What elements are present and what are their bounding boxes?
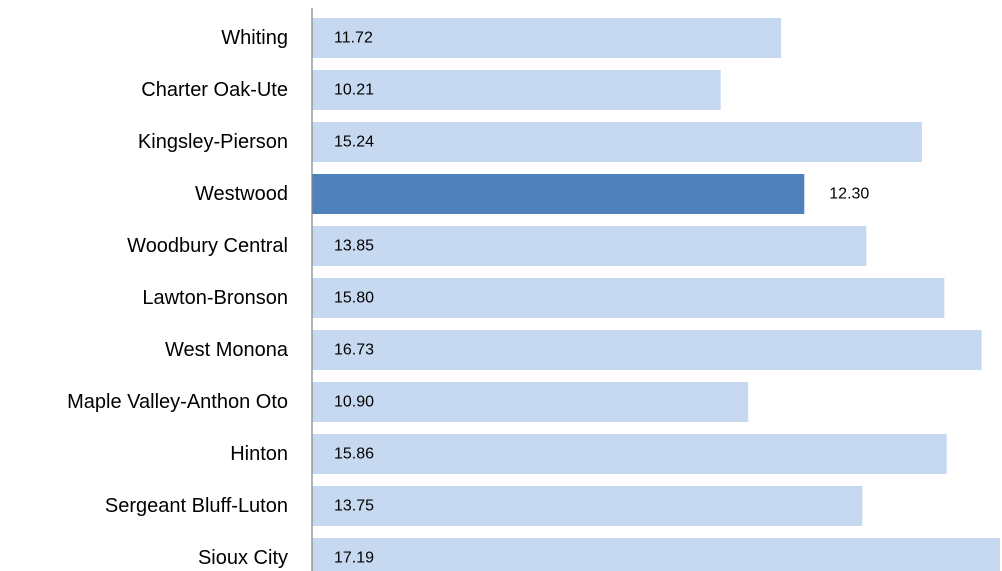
data-label: 10.21	[334, 82, 374, 99]
category-label: West Monona	[165, 339, 289, 361]
category-label: Woodbury Central	[127, 235, 288, 257]
bar-hinton	[312, 434, 947, 474]
category-label: Sergeant Bluff-Luton	[105, 495, 288, 517]
category-label: Hinton	[230, 443, 288, 465]
data-label: 15.24	[334, 134, 374, 151]
bars-group	[312, 18, 1000, 571]
bar-sioux-city	[312, 538, 1000, 571]
category-label: Whiting	[221, 27, 288, 49]
category-label: Sioux City	[198, 547, 288, 569]
category-label: Lawton-Bronson	[142, 287, 288, 309]
data-label: 11.72	[334, 30, 373, 47]
bar-west-monona	[312, 330, 982, 370]
data-label: 15.80	[334, 290, 374, 307]
bar-whiting	[312, 18, 782, 58]
data-label: 13.85	[334, 238, 374, 255]
data-label: 15.86	[334, 446, 374, 463]
bar-lawton-bronson	[312, 278, 945, 318]
data-label: 16.73	[334, 342, 374, 359]
data-label: 13.75	[334, 498, 374, 515]
bar-sergeant-bluff-luton	[312, 486, 863, 526]
bar-kingsley-pierson	[312, 122, 922, 162]
category-label: Kingsley-Pierson	[138, 131, 288, 153]
labels-group: Whiting 11.72 Charter Oak-Ute 10.21 Kingsley…	[67, 27, 869, 569]
category-label: Maple Valley-Anthon Oto	[67, 391, 288, 413]
data-label: 12.30	[829, 186, 869, 203]
bar-westwood	[312, 174, 805, 214]
bar-woodbury-central	[312, 226, 867, 266]
bar-charter-oak-ute	[312, 70, 721, 110]
bar-maple-valley-anthon-oto	[312, 382, 749, 422]
data-label: 10.90	[334, 394, 374, 411]
data-label: 17.19	[334, 550, 374, 567]
category-label: Charter Oak-Ute	[141, 79, 288, 101]
category-label: Westwood	[195, 183, 288, 205]
